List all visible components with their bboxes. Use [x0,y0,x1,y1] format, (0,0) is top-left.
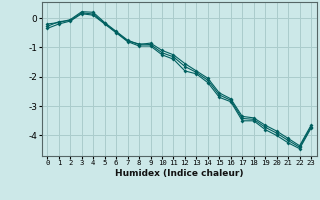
X-axis label: Humidex (Indice chaleur): Humidex (Indice chaleur) [115,169,244,178]
